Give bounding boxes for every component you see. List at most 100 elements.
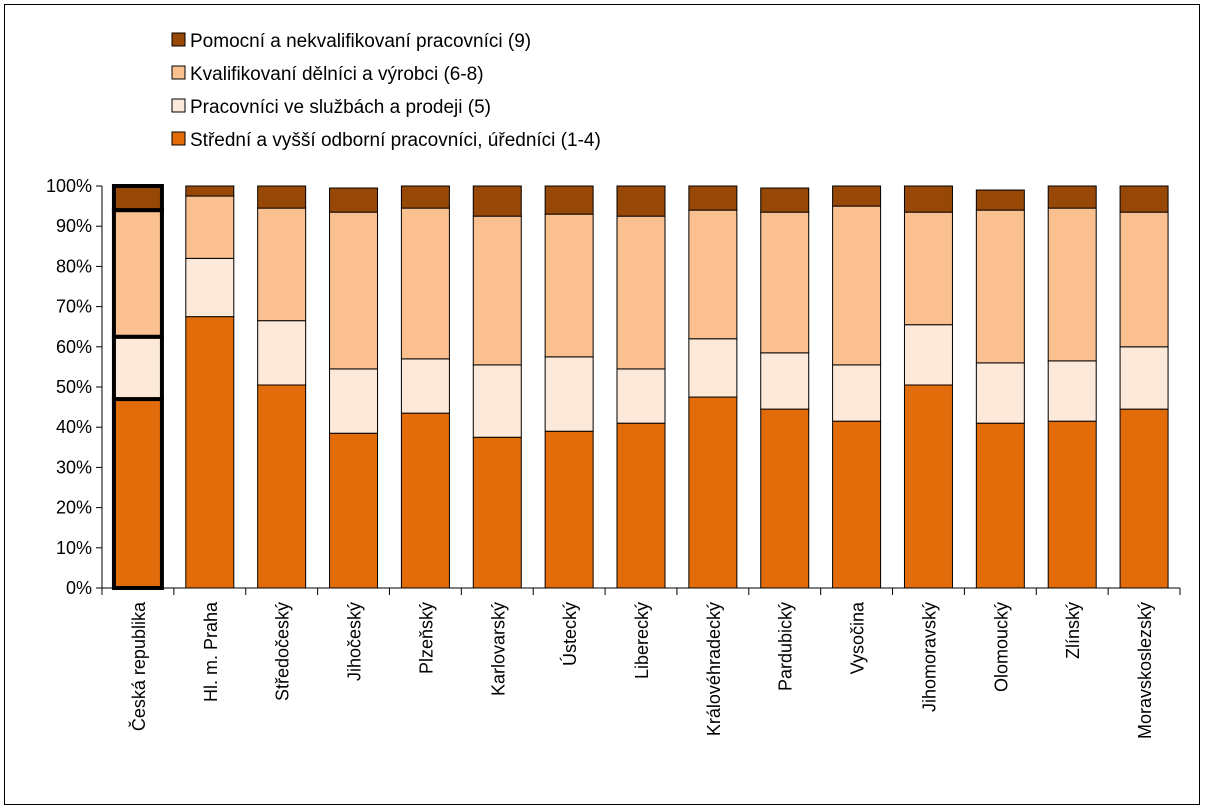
bar-segment: [257, 320, 307, 386]
x-tick-label: Olomoucký: [991, 602, 1011, 692]
bar-segment: [185, 195, 235, 259]
bar-segment: [1047, 207, 1097, 362]
x-tick-label: Plzeňský: [416, 602, 436, 674]
legend-swatch: [171, 65, 186, 80]
x-tick-label: Česká republika: [128, 601, 149, 731]
bar-segment: [832, 420, 882, 589]
bar-segment: [329, 432, 379, 589]
bar-segment: [903, 324, 953, 386]
bar-segment: [329, 368, 379, 434]
bar-segment: [760, 187, 810, 213]
legend-label: Kvalifikovaní dělníci a výrobci (6-8): [190, 64, 484, 85]
bar-segment: [903, 211, 953, 326]
y-tick-label: 70%: [56, 297, 92, 317]
bar-segment: [400, 185, 450, 209]
bar-segment: [185, 185, 235, 197]
bar-segment: [544, 185, 594, 215]
bar-segment: [616, 368, 666, 424]
legend-label: Pomocní a nekvalifikovaní pracovníci (9): [190, 31, 531, 52]
legend-label: Střední a vyšší odborní pracovníci, úřed…: [190, 130, 601, 151]
bar-segment: [329, 211, 379, 370]
bar-segment: [1119, 185, 1169, 213]
bar-segment: [257, 384, 307, 589]
bar-segment: [975, 209, 1025, 364]
legend: Pomocní a nekvalifikovaní pracovníci (9)…: [171, 31, 601, 151]
bar-segment: [1119, 211, 1169, 348]
bar-segment: [472, 185, 522, 217]
bar-segment: [975, 422, 1025, 589]
bars: [111, 184, 1169, 590]
legend-label: Pracovníci ve službách a prodeji (5): [190, 97, 491, 118]
bar-segment: [111, 397, 164, 590]
bar-segment: [832, 185, 882, 207]
x-tick-label: Liberecký: [632, 602, 652, 679]
bar-segment: [903, 384, 953, 589]
bar-segment: [111, 334, 164, 402]
x-tick-label: Ústecký: [559, 602, 580, 666]
bar-segment: [400, 412, 450, 589]
bar-segment: [616, 185, 666, 217]
x-tick-label: Zlínský: [1063, 602, 1083, 659]
bar-segment: [688, 209, 738, 340]
bar-segment: [111, 184, 164, 213]
bar-segment: [760, 211, 810, 354]
x-tick-label: Středočeský: [273, 602, 293, 701]
bar-segment: [1047, 360, 1097, 422]
bar-segment: [257, 207, 307, 322]
bar-segment: [1047, 420, 1097, 589]
x-tick-label: Královéhradecký: [704, 602, 724, 736]
x-axis: Česká republika Hl. m. Praha Středočeský Ji…: [101, 587, 1181, 739]
bar-segment: [1047, 185, 1097, 209]
bar-segment: [111, 208, 164, 339]
y-tick-label: 50%: [56, 377, 92, 397]
y-tick-label: 30%: [56, 457, 92, 477]
bar-segment: [903, 185, 953, 213]
bar-segment: [616, 422, 666, 589]
y-tick-label: 90%: [56, 216, 92, 236]
bar-segment: [616, 215, 666, 370]
y-tick-label: 0%: [66, 578, 92, 598]
bar-segment: [975, 189, 1025, 211]
y-tick-label: 60%: [56, 337, 92, 357]
chart-frame: [4, 4, 1200, 805]
bar-segment: [185, 257, 235, 318]
y-tick-label: 80%: [56, 256, 92, 276]
y-tick-label: 10%: [56, 538, 92, 558]
bar-segment: [400, 358, 450, 414]
bar-segment: [688, 396, 738, 589]
bar-segment: [760, 408, 810, 589]
x-tick-label: Jihočeský: [345, 602, 365, 681]
bar-segment: [472, 364, 522, 438]
bar-segment: [472, 215, 522, 366]
x-tick-label: Vysočina: [848, 601, 868, 674]
bar-segment: [688, 338, 738, 398]
legend-swatch: [171, 98, 186, 113]
x-tick-label: Karlovarský: [488, 602, 508, 696]
bar-segment: [257, 185, 307, 209]
y-tick-label: 100%: [46, 176, 92, 196]
bar-segment: [329, 187, 379, 213]
x-tick-label: Pardubický: [776, 602, 796, 691]
bar-segment: [544, 213, 594, 358]
bar-segment: [1119, 346, 1169, 410]
bar-segment: [185, 316, 235, 589]
bar-segment: [832, 205, 882, 366]
bar-segment: [832, 364, 882, 422]
x-tick-label: Jihomoravský: [919, 602, 939, 712]
legend-swatch: [171, 131, 186, 146]
bar-segment: [400, 207, 450, 360]
x-tick-label: Moravskoslezský: [1135, 602, 1155, 739]
x-tick-label: Hl. m. Praha: [201, 601, 221, 702]
y-tick-label: 40%: [56, 417, 92, 437]
bar-segment: [688, 185, 738, 211]
bar-segment: [544, 430, 594, 589]
bar-segment: [472, 436, 522, 589]
y-tick-label: 20%: [56, 498, 92, 518]
bar-segment: [760, 352, 810, 410]
bar-segment: [1119, 408, 1169, 589]
bar-segment: [544, 356, 594, 432]
y-axis: 0% 10% 20% 30% 40% 50% 60% 70% 80% 90% 100%: [46, 176, 103, 598]
bar-segment: [975, 362, 1025, 424]
legend-swatch: [171, 32, 186, 47]
